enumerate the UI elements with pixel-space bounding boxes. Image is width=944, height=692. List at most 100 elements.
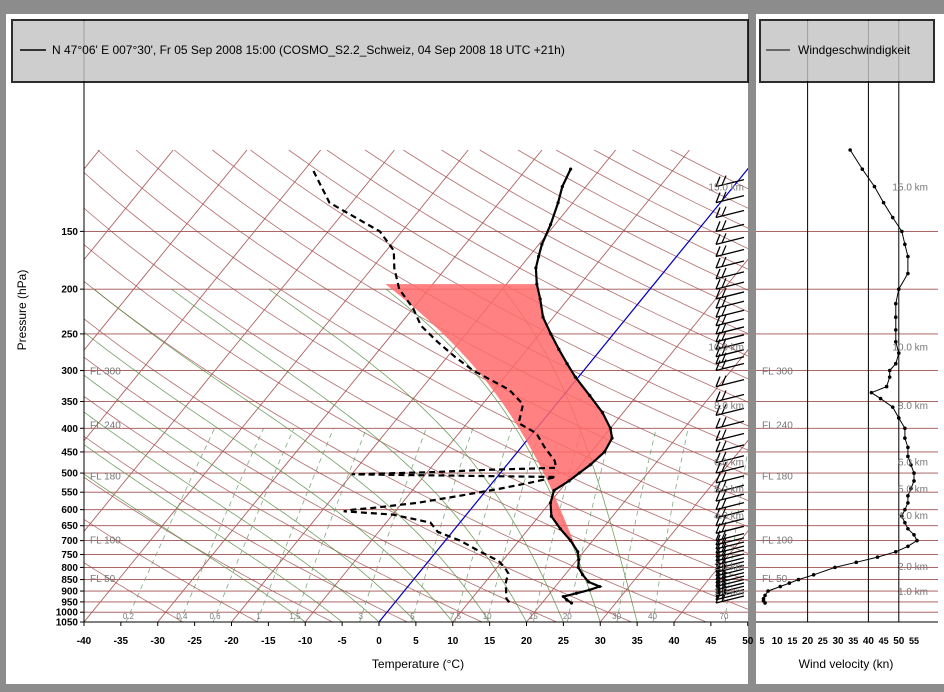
mixing-ratio-label: 15 xyxy=(529,612,538,621)
wind-plot-background xyxy=(756,20,938,622)
wind-barb xyxy=(715,502,745,511)
wind-speed-point xyxy=(890,405,895,409)
y-axis-title: Pressure (hPa) xyxy=(15,270,29,351)
wind-axes: FL 300 FL 240 FL 180 FL 100 FL 50 15.0 km 10.0… xyxy=(756,183,938,647)
x-tick-label: -35 xyxy=(114,636,129,647)
wind-barb-flag xyxy=(715,207,721,218)
wind-barb xyxy=(715,561,745,570)
temperature-point xyxy=(552,488,556,492)
temperature-point xyxy=(540,242,544,246)
wind-barb-flag xyxy=(715,530,721,541)
wind-barb-flag xyxy=(715,339,721,350)
wind-speed-point xyxy=(906,271,910,276)
temperature-point xyxy=(560,185,564,189)
temperature-point xyxy=(573,375,577,379)
wind-barb-feather xyxy=(721,553,727,564)
mixing-ratio-line xyxy=(486,428,541,622)
wind-barb xyxy=(715,553,745,562)
wind-speed-point xyxy=(903,520,907,525)
wind-flight-level-label: FL 100 xyxy=(762,536,793,547)
x-tick-label: 45 xyxy=(705,636,717,647)
temperature-point xyxy=(587,580,591,584)
wind-barb xyxy=(715,545,745,554)
x-tick-label: 15 xyxy=(484,636,496,647)
wind-speed-point xyxy=(778,584,783,589)
wind-x-tick-label: 25 xyxy=(818,636,828,646)
wind-speed-point xyxy=(906,445,910,450)
panel-divider xyxy=(748,14,756,684)
wind-x-tick-label: 55 xyxy=(909,636,919,646)
wind-barb xyxy=(715,525,745,534)
wind-speed-point xyxy=(848,148,852,152)
temperature-point xyxy=(577,471,581,475)
dry-adiabat xyxy=(84,207,748,582)
x-axis-title: Temperature (°C) xyxy=(372,657,464,671)
wind-height-label: 8.0 km xyxy=(898,401,928,412)
wind-speed-point xyxy=(860,167,865,171)
wind-speed-point xyxy=(903,242,907,247)
height-label: 6.0 km xyxy=(714,458,744,469)
wind-barb-flag xyxy=(715,257,721,269)
x-tick-label: 0 xyxy=(376,636,382,647)
wind-speed-point xyxy=(811,573,816,577)
wind-barb-flag xyxy=(715,550,721,562)
wind-barb-feather xyxy=(721,571,727,582)
mixing-ratio-label: 40 xyxy=(648,612,657,621)
x-tick-label: 30 xyxy=(595,636,607,647)
y-tick-label: 250 xyxy=(61,329,78,340)
wind-barb xyxy=(715,532,745,542)
dry-adiabat xyxy=(84,318,632,622)
wind-speed-point xyxy=(906,501,910,505)
wind-barb-flag xyxy=(715,430,721,441)
wind-barb-feather xyxy=(721,277,727,288)
temperature-point xyxy=(565,362,569,366)
wind-barb-feather xyxy=(721,314,727,325)
wind-barb-flag xyxy=(715,515,721,526)
wind-height-label: 5.0 km xyxy=(898,485,928,496)
mixing-ratio-line xyxy=(652,428,689,622)
title-legend-box xyxy=(11,19,749,83)
wind-speed-point xyxy=(903,507,907,512)
wind-barb xyxy=(715,420,745,429)
y-tick-label: 450 xyxy=(61,447,78,458)
wind-speed-point xyxy=(878,396,883,401)
wind-barb-flag xyxy=(715,353,721,364)
wind-barb-feather xyxy=(721,191,727,202)
wind-barb-flag xyxy=(715,538,721,550)
flight-level-label: FL 100 xyxy=(90,536,121,547)
wind-barb-flag xyxy=(715,565,721,577)
mixing-ratio-label: 70 xyxy=(720,612,729,621)
wind-barb-flag xyxy=(715,579,721,591)
wind-barb-flag xyxy=(715,306,721,318)
wind-barb xyxy=(715,571,745,581)
mixing-ratio-label: 30 xyxy=(612,612,621,621)
wind-speed-point xyxy=(893,549,898,554)
wind-barb xyxy=(715,334,745,343)
wind-speed-point xyxy=(787,581,792,585)
height-label: 15.0 km xyxy=(708,183,744,194)
mixing-ratio-label: 1.5 xyxy=(289,612,301,621)
temperature-point xyxy=(548,222,553,227)
y-tick-label: 350 xyxy=(61,397,78,408)
temperature-point xyxy=(598,584,602,589)
wind-x-tick-label: 15 xyxy=(787,636,797,646)
wind-barb xyxy=(715,549,745,558)
dry-adiabat xyxy=(135,149,748,501)
y-tick-label: 850 xyxy=(61,575,78,586)
wind-barb xyxy=(715,318,745,327)
isotherm xyxy=(84,149,248,351)
wind-barb-feather xyxy=(721,267,727,278)
temperature-point xyxy=(569,601,574,605)
temperature-point xyxy=(608,426,613,430)
wind-barb-feather xyxy=(721,451,727,462)
height-label: 1.0 km xyxy=(714,587,744,598)
wind-barb xyxy=(715,588,745,598)
wind-speed-point xyxy=(912,532,916,537)
wind-barb-feather xyxy=(721,480,727,491)
wind-barb-feather xyxy=(721,585,727,596)
wind-barb-feather xyxy=(721,375,727,386)
wind-barb-flag xyxy=(715,583,721,594)
wind-x-tick-label: 30 xyxy=(832,636,844,647)
y-tick-label: 900 xyxy=(61,587,78,598)
wind-barb xyxy=(715,195,745,204)
